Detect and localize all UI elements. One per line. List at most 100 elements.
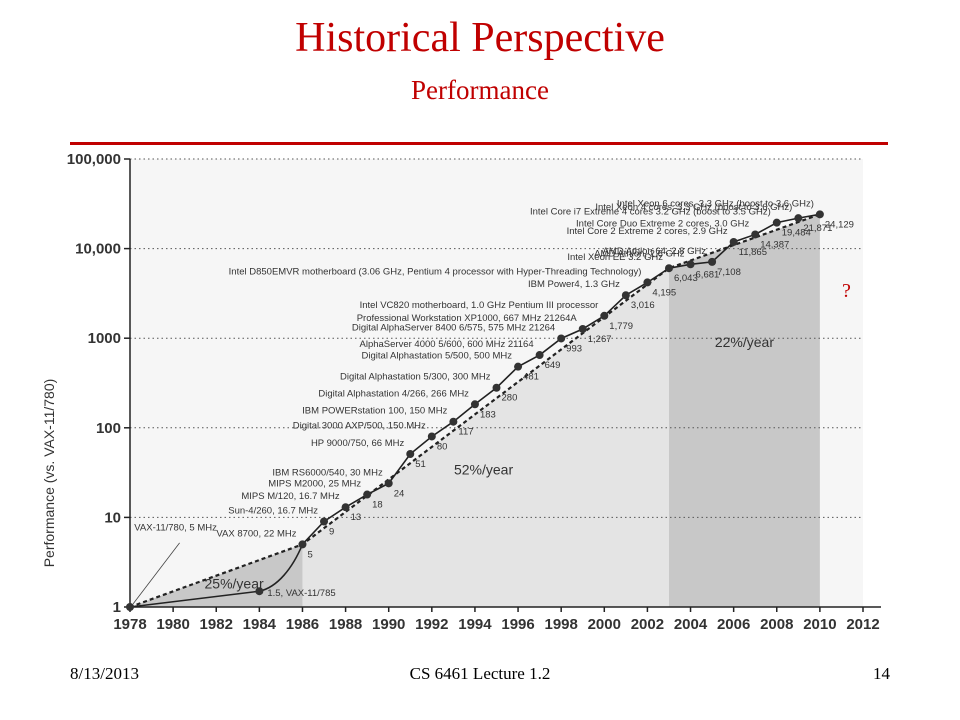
x-tick-label: 2008: [760, 616, 793, 633]
chart-labels: 25%/year 52%/year 22%/year 1.5, VAX-11/785 5…: [132, 198, 854, 605]
footer-date: 8/13/2013: [70, 664, 139, 683]
y-tick-label: 1000: [88, 330, 121, 347]
slide-title: Historical Perspective: [295, 15, 665, 61]
machine-label: Digital 3000 AXP/500, 150 MHz: [293, 420, 426, 431]
data-point: [384, 479, 393, 488]
machine-label: Sun-4/260, 16.7 MHz: [228, 505, 318, 516]
machine-label: MIPS M2000, 25 MHz: [268, 479, 361, 490]
value-label: 1,779: [609, 321, 633, 332]
data-point: [320, 517, 329, 526]
data-point: [686, 260, 695, 269]
value-label: 4,195: [652, 287, 676, 298]
value-label: 13: [351, 512, 362, 523]
trend-line: [129, 213, 821, 609]
value-label: 9: [329, 526, 334, 537]
data-point: [255, 587, 264, 596]
x-tick-label: 2004: [674, 616, 708, 633]
chart-axes: 1 10 100 1000 10,000 100,000 1978 1980 1982 1984 1…: [67, 151, 881, 633]
machine-label: Professional Workstation XP1000, 667 MHz…: [357, 313, 578, 324]
value-label: 993: [566, 343, 582, 354]
machine-label: Digital Alphastation 5/300, 300 MHz: [340, 372, 491, 383]
region-2: [668, 214, 820, 608]
machine-label: Digital AlphaServer 8400 6/575, 575 MHz …: [352, 322, 555, 333]
x-tick-label: 1994: [458, 616, 492, 633]
value-label: 6,681: [696, 269, 720, 280]
data-point: [449, 417, 458, 426]
data-point: [470, 400, 479, 409]
data-point: [729, 237, 738, 246]
value-label: 18: [372, 500, 383, 511]
data-point: [621, 291, 630, 300]
x-tick-label: 2010: [803, 616, 836, 633]
data-point: [600, 311, 609, 320]
data-point: [664, 264, 673, 273]
data-point: [815, 210, 824, 219]
machine-label: Intel Xeon EE 3.2 GHz: [567, 252, 663, 263]
value-label: 80: [437, 441, 448, 452]
machine-label: IBM POWERstation 100, 150 MHz: [302, 406, 447, 417]
value-label: 19,484: [782, 228, 811, 239]
value-label: 11,865: [739, 247, 767, 258]
x-tick-label: 1998: [544, 616, 577, 633]
data-point: [535, 351, 544, 360]
growth-regions: [130, 159, 863, 608]
value-label: 183: [480, 409, 496, 420]
y-tick-label: 1: [113, 599, 121, 616]
machine-label: AMD Athlon 64, 2.8 GHz: [603, 246, 707, 257]
machine-label: VAX 8700, 22 MHz: [216, 528, 296, 539]
x-tick-label: 1986: [286, 616, 319, 633]
footer-page-number: 14: [873, 664, 890, 683]
machine-label: HP 9000/750, 66 MHz: [311, 438, 405, 449]
y-tick-label: 100: [96, 420, 121, 437]
y-tick-label: 10,000: [75, 241, 121, 258]
x-tick-label: 1996: [501, 616, 534, 633]
machine-label: Intel D850EMVR motherboard (3.06 GHz, Pe…: [229, 266, 642, 277]
machine-label: AMD Athlon, 2.6 GHz: [594, 248, 685, 259]
value-label: 649: [545, 360, 561, 371]
footer-course: CS 6461 Lecture 1.2: [409, 664, 551, 683]
machine-label: Digital Alphastation 4/266, 266 MHz: [318, 388, 469, 399]
data-point: [772, 218, 781, 227]
machine-label: Intel Xeon 6 cores, 3.3 GHz (boost to 3.…: [617, 198, 814, 209]
data-point: [557, 334, 566, 343]
machine-label: AlphaServer 4000 5/600, 600 MHz 21164: [360, 339, 534, 350]
data-point: [708, 257, 717, 266]
value-label: 21,871: [803, 223, 832, 234]
data-point: [126, 603, 134, 611]
chart-grid: [130, 158, 863, 518]
x-tick-label: 2000: [588, 616, 621, 633]
y-tick-label: 100,000: [67, 151, 121, 168]
value-label: 5: [307, 549, 312, 560]
value-label: 280: [502, 393, 518, 404]
machine-label: Intel Core 2 Extreme 2 cores, 2.9 GHz: [567, 226, 728, 237]
chart-series: [126, 210, 824, 611]
value-label: 1.5, VAX-11/785: [267, 588, 335, 599]
growth-rate-label: 25%/year: [205, 576, 264, 592]
value-label: 24: [394, 488, 405, 499]
x-tick-label: 2002: [631, 616, 664, 633]
data-point: [427, 432, 436, 441]
value-label: 1,267: [588, 334, 612, 345]
machine-label: Intel VC820 motherboard, 1.0 GHz Pentium…: [360, 300, 599, 311]
machine-label: Intel Core i7 Extreme 4 cores 3.2 GHz (b…: [530, 207, 771, 218]
x-tick-label: 1980: [156, 616, 189, 633]
machine-label: IBM Power4, 1.3 GHz: [528, 279, 620, 290]
x-tick-label: 1982: [200, 616, 233, 633]
data-point: [578, 324, 587, 333]
data-point: [751, 230, 760, 239]
data-point: [492, 383, 501, 392]
slide-subtitle: Performance: [411, 75, 549, 105]
data-point: [406, 450, 415, 459]
value-label: 24,129: [825, 219, 854, 230]
y-axis-label: Performance (vs. VAX-11/780): [41, 379, 57, 568]
data-point: [341, 503, 350, 512]
machine-label: MIPS M/120, 16.7 MHz: [241, 491, 339, 502]
x-tick-label: 2006: [717, 616, 750, 633]
machine-label: Digital Alphastation 5/500, 500 MHz: [362, 351, 513, 362]
data-point: [643, 278, 652, 287]
region-1: [302, 268, 669, 607]
x-tick-label: 1988: [329, 616, 362, 633]
x-tick-label: 1978: [113, 616, 146, 633]
title-divider: [70, 142, 888, 145]
x-tick-label: 1990: [372, 616, 405, 633]
